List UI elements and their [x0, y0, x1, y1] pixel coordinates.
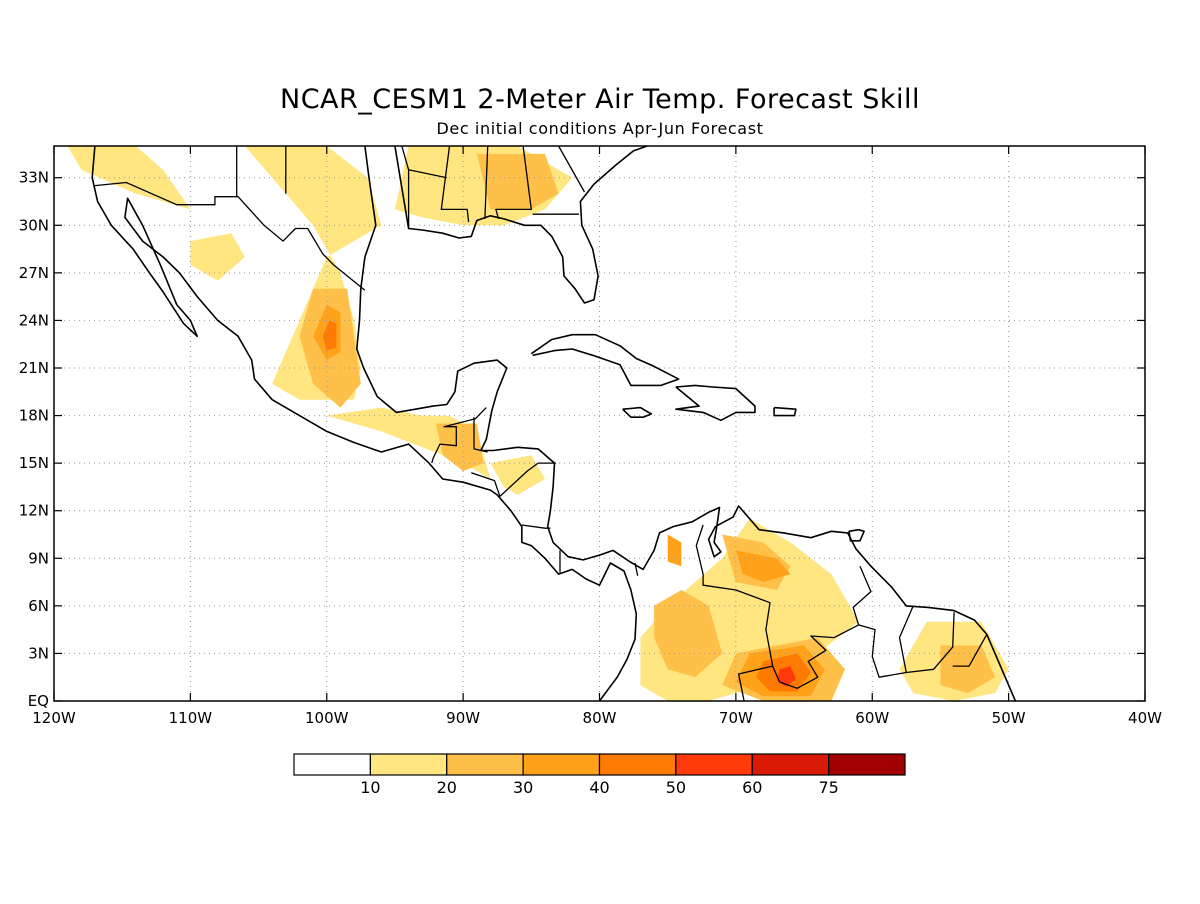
skill-region-level-5: [776, 666, 796, 687]
skill-region-level-2: [940, 645, 995, 694]
colorbar-swatch: [446, 753, 524, 776]
skill-region-level-3: [667, 534, 682, 567]
skill-region-level-2: [476, 153, 559, 210]
gridlines: [54, 146, 1145, 701]
lat-tick-label: 30N: [19, 216, 49, 234]
lon-tick-label: 60W: [855, 709, 889, 727]
coastline: [622, 406, 653, 419]
lon-tick-label: 100W: [305, 709, 349, 727]
lat-tick-label: 3N: [28, 644, 49, 662]
border-line: [858, 605, 914, 678]
border-line: [521, 524, 551, 529]
coastline: [355, 146, 1017, 701]
border-line: [94, 181, 366, 291]
lat-tick-label: EQ: [28, 692, 49, 710]
coastline: [773, 406, 797, 417]
skill-region-level-1: [190, 233, 245, 281]
coastline: [675, 384, 756, 422]
border-line: [952, 634, 988, 667]
skill-region-level-4: [322, 320, 337, 351]
longitude-ticks: 120W 110W 100W 90W 80W 70W 60W 50W 40W: [32, 146, 1162, 727]
lat-tick-label: 33N: [19, 169, 49, 187]
skill-region-level-2: [435, 423, 484, 472]
border-line: [471, 462, 556, 498]
colorbar-swatch: [828, 753, 906, 776]
ocean-background: [54, 146, 1145, 701]
border-line: [431, 407, 487, 464]
lat-tick-label: 12N: [19, 502, 49, 520]
colorbar-label: 20: [437, 778, 457, 797]
colorbar-swatch: [293, 753, 371, 776]
lat-tick-label: 9N: [28, 549, 49, 567]
border-line: [484, 146, 489, 219]
lon-tick-label: 40W: [1128, 709, 1162, 727]
coastline: [91, 146, 638, 701]
border-line: [408, 169, 447, 179]
latitude-ticks: EQ 3N 6N 9N 12N 15N 18N 21N 24N 27N 30N 33N: [19, 169, 1145, 710]
coastline: [848, 528, 865, 542]
colorbar-label: 50: [666, 778, 686, 797]
border-line: [737, 665, 773, 701]
lon-tick-label: 80W: [583, 709, 617, 727]
colorbar: 10 20 30 40 50 60 75: [293, 753, 906, 797]
border-line: [495, 146, 532, 220]
lon-tick-label: 50W: [992, 709, 1026, 727]
map-subtitle: Dec initial conditions Apr-Jun Forecast: [436, 119, 764, 138]
border-line: [473, 417, 488, 453]
coastlines: [91, 146, 1017, 701]
colorbar-swatch: [522, 753, 601, 776]
lon-tick-label: 90W: [446, 709, 480, 727]
map-title: NCAR_CESM1 2-Meter Air Temp. Forecast Sk…: [280, 84, 920, 115]
colorbar-swatch: [751, 753, 830, 776]
lon-tick-label: 120W: [32, 709, 76, 727]
coastline: [530, 333, 680, 387]
border-line: [695, 524, 781, 683]
lat-tick-label: 6N: [28, 597, 49, 615]
lat-tick-label: 18N: [19, 407, 49, 425]
skill-region-level-1: [490, 455, 545, 495]
colorbar-label: 60: [742, 778, 762, 797]
colorbar-label: 75: [818, 778, 838, 797]
colorbar-swatch: [598, 753, 677, 776]
border-line: [779, 565, 872, 689]
border-line: [906, 612, 955, 674]
colorbar-label: 10: [360, 778, 380, 797]
lon-tick-label: 70W: [719, 709, 753, 727]
plot-area: [54, 146, 1145, 701]
colorbar-swatch: [675, 753, 753, 776]
coastline: [394, 146, 648, 304]
lon-tick-label: 110W: [169, 709, 213, 727]
lat-tick-label: 27N: [19, 264, 49, 282]
skill-region-level-2: [654, 590, 723, 678]
colorbar-label: 30: [513, 778, 533, 797]
political-borders: [94, 146, 988, 701]
lat-tick-label: 24N: [19, 311, 49, 329]
border-line: [634, 562, 639, 576]
colorbar-label: 40: [589, 778, 609, 797]
lat-tick-label: 15N: [19, 454, 49, 472]
colorbar-swatch: [369, 753, 448, 776]
lat-tick-label: 21N: [19, 359, 49, 377]
border-line: [558, 146, 586, 193]
